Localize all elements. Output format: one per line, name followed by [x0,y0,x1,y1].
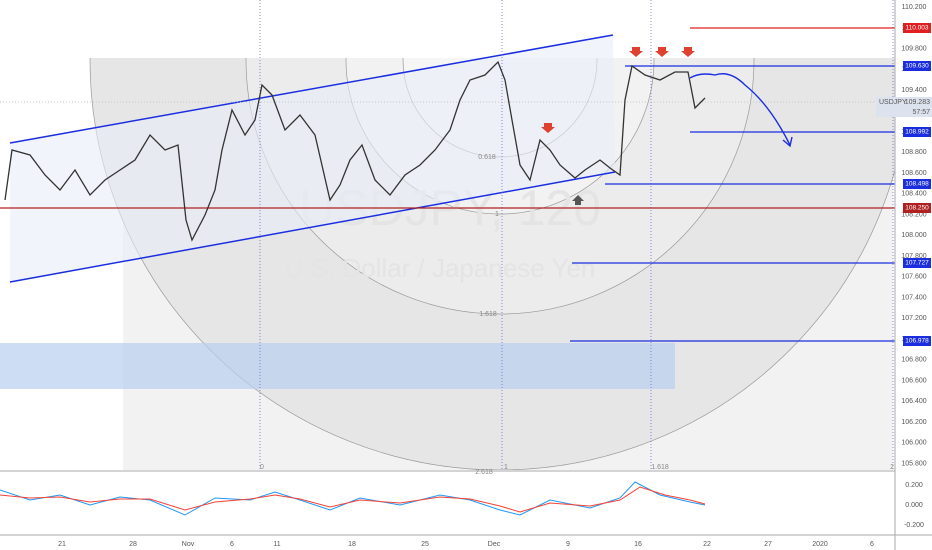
price-tag-label: 109.630 [905,63,929,70]
price-axis-label: 107.800 [901,253,926,260]
fib-label: 1.618 [651,464,669,471]
price-axis-label: 109.400 [901,87,926,94]
level-lines [570,27,895,342]
price-axis-label: 108.000 [901,232,926,239]
date-axis-label: 18 [348,541,356,548]
channel-fill [10,35,615,282]
price-axis-label: 107.600 [901,274,926,281]
fib-label: 1 [495,211,499,218]
date-axis-label: 11 [273,541,280,548]
date-axis-label: 28 [129,541,137,548]
price-axis-label: 107.200 [901,315,926,322]
price-axis-label: 106.800 [901,357,926,364]
last-price-symbol: USDJPY [879,99,907,106]
date-axis-label: 27 [764,541,772,548]
signal-line [0,486,706,513]
price-axis-label: 108.400 [901,191,926,198]
macd-axis-label: 0.000 [905,502,923,509]
price-tag [903,61,931,71]
fib-label: 0.618 [478,154,496,161]
price-tag [903,23,931,33]
bottom-arrow [572,195,584,205]
fib-label: 0 [260,464,264,471]
price-tag-label: 108.250 [905,205,929,212]
price-axis-label: 107.400 [901,294,926,301]
macd-line [0,481,706,516]
date-axis-label: Nov [182,541,195,548]
date-axis-label: Dec [488,541,501,548]
price-tag-label: 107.727 [905,260,929,267]
price-axis-label: 106.400 [901,398,926,405]
last-price-countdown: 57:57 [912,109,930,116]
price-axis-label: 110.200 [902,4,927,11]
price-axis-label: 108.600 [901,170,926,177]
channel-upper [9,34,614,144]
price-tag-label: 110.003 [905,25,928,32]
top-arrows [541,47,695,133]
price-tag-label: 108.992 [905,129,929,136]
price-axis-label: 106.200 [901,419,926,426]
date-axis-label: 16 [634,541,642,548]
price-axis-label: 108.800 [901,149,926,156]
fib-label: 1 [504,464,508,471]
price-tag [903,127,931,137]
fib-label: 2.618 [475,469,493,476]
price-tag-label: 106.978 [905,338,929,345]
price-axis-label: 109.800 [901,45,926,52]
fib-label: 1.618 [479,311,497,318]
price-tag [903,203,931,213]
date-axis-label: 25 [421,541,429,548]
price-axis-label: 108.200 [901,211,926,218]
price-tag [903,179,931,189]
price-line [4,60,706,242]
projection-head [782,136,793,148]
price-tag [903,258,931,268]
price-tag [903,336,931,346]
projection-arrow [689,73,791,146]
vertical-lines [259,0,894,470]
price-tag-label: 108.498 [905,181,929,188]
last-price-value: 109.283 [905,99,930,106]
demand-zone [0,343,675,389]
price-axis-label: 106.600 [901,377,926,384]
price-axis-label: 105.800 [901,460,926,467]
date-axis-label: 9 [566,541,570,548]
date-axis-label: 6 [870,541,874,548]
fib-label: 2. [890,464,896,471]
macd-axis-label: 0.200 [905,482,923,489]
date-axis-label: 2020 [812,541,828,548]
price-axis-label: 106.000 [901,440,926,447]
macd-axis-label: -0.200 [904,522,924,529]
date-axis-label: 6 [230,541,234,548]
channel-lower [9,171,616,283]
date-axis-label: 22 [703,541,711,548]
last-price-tag [876,97,932,117]
date-axis-label: 21 [58,541,66,548]
watermark-name: U.S. Dollar / Japanese Yen [285,253,596,283]
